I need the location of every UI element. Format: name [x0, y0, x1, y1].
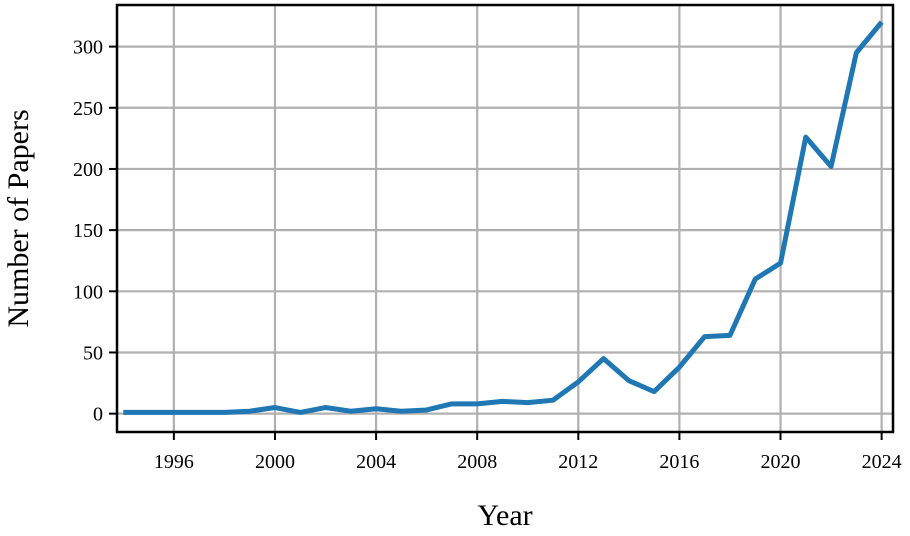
x-axis-label: Year [477, 499, 532, 532]
grid-lines [117, 5, 893, 432]
x-tick-label: 2012 [558, 451, 598, 473]
y-tick-label: 50 [83, 342, 103, 364]
x-tick-label: 2020 [761, 451, 801, 473]
x-tick-label: 2016 [659, 451, 699, 473]
plot-frame [115, 3, 895, 434]
series-line [123, 20, 884, 415]
series-layer [123, 20, 884, 415]
y-axis-label: Number of Papers [2, 109, 35, 327]
y-tick-label: 200 [73, 159, 103, 181]
y-tick-labels: 0 50 100 150 200 250 300 [73, 37, 103, 426]
y-tick-label: 250 [73, 98, 103, 120]
x-tick-labels: 1996 2000 2004 2008 2012 2016 2020 2024 [154, 451, 902, 473]
y-tick-label: 150 [73, 220, 103, 242]
x-tick-label: 2000 [255, 451, 295, 473]
x-tick-label: 1996 [154, 451, 194, 473]
y-tick-label: 300 [73, 37, 103, 59]
y-tick-label: 100 [73, 281, 103, 303]
x-tick-label: 2008 [457, 451, 497, 473]
x-tick-label: 2004 [356, 451, 396, 473]
x-tick-label: 2024 [862, 451, 902, 473]
tick-marks [109, 45, 883, 440]
y-tick-label: 0 [93, 404, 103, 426]
